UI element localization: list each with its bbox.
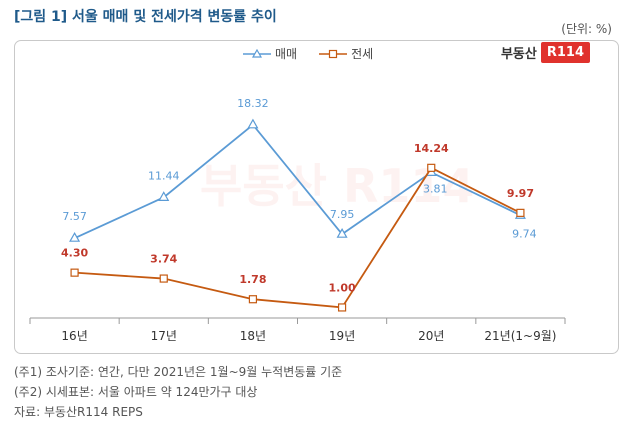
x-tick-label: 18년 — [240, 329, 266, 343]
logo-text: 부동산 — [500, 47, 537, 62]
data-point — [516, 208, 525, 217]
data-point — [248, 295, 258, 304]
data-point — [158, 191, 170, 201]
logo-badge: R114 — [540, 42, 590, 63]
legend-item-jeonse: 전세 — [319, 45, 373, 62]
footnotes: (주1) 조사기준: 연간, 다만 2021년은 1월~9월 누적변동률 기준 … — [14, 362, 342, 422]
x-tick-label: 21년(1~9월) — [484, 329, 556, 343]
footnote-1: (주1) 조사기준: 연간, 다만 2021년은 1월~9월 누적변동률 기준 — [14, 365, 343, 379]
footnote-2: (주2) 시세표본: 서울 아파트 약 124만가구 대상 — [14, 385, 258, 399]
data-label: 1.00 — [329, 281, 356, 294]
chart-frame — [14, 40, 619, 354]
x-tick-label: 20년 — [418, 329, 444, 343]
x-tick-label: 17년 — [151, 329, 177, 343]
data-label: 9.74 — [512, 227, 537, 240]
data-label: 7.95 — [330, 208, 355, 221]
data-label: 14.24 — [414, 142, 449, 155]
data-point — [427, 163, 436, 172]
legend: 매매 전세 — [243, 45, 373, 62]
legend-item-sale: 매매 — [243, 45, 297, 62]
data-point — [337, 303, 347, 312]
footnote-source: 자료: 부동산R114 REPS — [14, 405, 143, 419]
data-point — [247, 118, 259, 129]
data-point — [70, 268, 79, 277]
x-tick-label: 19년 — [329, 329, 355, 343]
data-label: 3.74 — [150, 253, 177, 266]
data-label: 9.97 — [507, 187, 534, 200]
logo: 부동산 R114 — [501, 42, 590, 63]
data-label: 1.78 — [239, 273, 266, 286]
data-label: 7.57 — [62, 210, 87, 223]
data-label: 3.81 — [423, 182, 448, 195]
legend-jeonse-label: 전세 — [351, 47, 374, 61]
data-point — [69, 231, 81, 242]
data-label: 11.44 — [148, 169, 180, 182]
series-line-jeonse — [74, 166, 521, 309]
legend-sale-label: 매매 — [275, 47, 298, 61]
chart-title: [그림 1] 서울 매매 및 전세가격 변동률 추이 — [14, 9, 277, 25]
x-tick-label: 16년 — [61, 329, 87, 343]
legend-jeonse-icon — [319, 49, 348, 58]
data-label: 4.30 — [61, 247, 88, 260]
data-label: 18.32 — [237, 97, 269, 110]
data-point — [336, 227, 348, 238]
unit-label: (단위: %) — [561, 22, 612, 36]
data-point — [159, 274, 168, 283]
legend-sale-icon — [243, 48, 271, 58]
series-line-sale — [74, 123, 521, 239]
